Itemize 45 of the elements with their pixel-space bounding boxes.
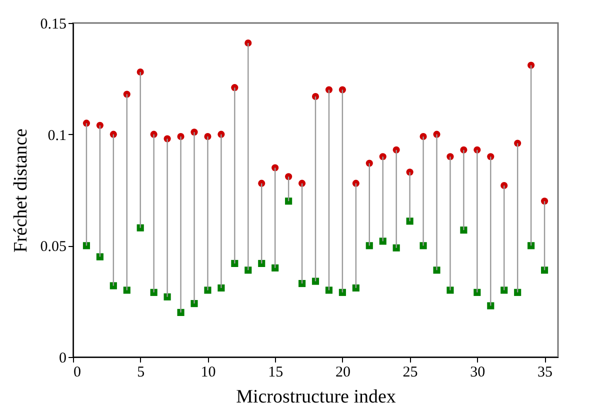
- point: [285, 173, 292, 180]
- point: [258, 260, 266, 268]
- x-axis-title: Microstructure index: [236, 386, 396, 408]
- x-tick-label: 35: [538, 364, 553, 380]
- point: [487, 302, 494, 310]
- point: [352, 284, 360, 292]
- point: [446, 286, 454, 294]
- point: [96, 253, 104, 260]
- point: [540, 266, 548, 274]
- x-tick-label: 25: [402, 364, 418, 380]
- point: [366, 242, 373, 250]
- y-axis-title: Fréchet distance: [10, 128, 32, 252]
- x-tick-label: 10: [200, 364, 216, 380]
- point: [325, 286, 333, 294]
- point: [82, 242, 90, 250]
- point: [204, 286, 212, 294]
- x-tick-label: 20: [335, 364, 350, 380]
- x-tick-label: 5: [137, 364, 145, 380]
- point: [244, 266, 252, 274]
- point: [136, 224, 144, 232]
- point: [123, 286, 130, 294]
- point: [500, 182, 508, 190]
- point: [420, 242, 427, 250]
- point: [528, 62, 535, 69]
- y-tick-label: 0: [59, 350, 66, 366]
- point: [136, 68, 144, 76]
- point: [338, 288, 346, 296]
- point: [110, 282, 117, 290]
- y-tick-label: 0.05: [40, 239, 66, 256]
- point: [379, 238, 386, 245]
- point: [272, 264, 279, 272]
- x-tick-label: 15: [268, 364, 284, 380]
- point: [190, 300, 198, 308]
- x-tick-label: 0: [74, 364, 81, 380]
- point: [528, 242, 535, 250]
- point: [500, 286, 508, 294]
- point: [285, 198, 292, 205]
- point: [244, 40, 252, 47]
- y-tick-label: 0.15: [40, 16, 66, 32]
- point: [433, 266, 440, 274]
- x-tick-label: 30: [470, 364, 486, 380]
- y-tick-label: 0.1: [48, 128, 66, 144]
- point: [514, 288, 522, 296]
- point: [338, 86, 346, 94]
- point: [298, 280, 306, 288]
